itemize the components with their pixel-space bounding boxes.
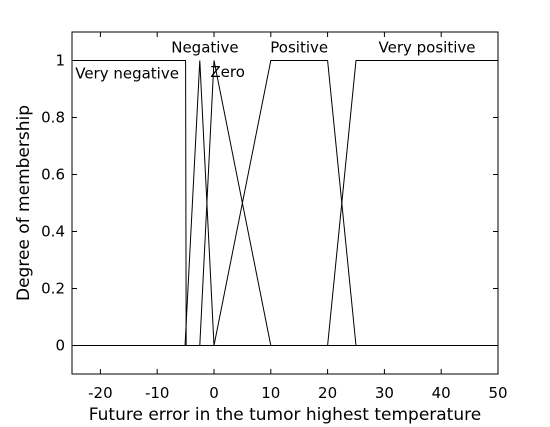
series-line-very-positive bbox=[72, 60, 498, 346]
plot-frame bbox=[71, 31, 499, 375]
mf-label-positive: Positive bbox=[270, 39, 328, 57]
mf-label-very-positive: Very positive bbox=[379, 39, 476, 57]
y-tick-label: 1 bbox=[55, 52, 65, 70]
y-axis-ticks: 0 0.2 0.4 0.6 0.8 1 bbox=[41, 52, 498, 355]
x-axis-title: Future error in the tumor highest temper… bbox=[89, 405, 481, 425]
plot-background bbox=[72, 32, 498, 374]
x-tick-label: 20 bbox=[318, 384, 337, 402]
x-tick-label: 50 bbox=[488, 384, 507, 402]
x-tick-label: 30 bbox=[375, 384, 394, 402]
mf-label-very-negative: Very negative bbox=[75, 64, 179, 82]
y-tick-label: 0 bbox=[55, 337, 65, 355]
x-tick-label: -20 bbox=[88, 384, 113, 402]
x-tick-label: 10 bbox=[261, 384, 280, 402]
x-tick-label: 0 bbox=[209, 384, 219, 402]
y-tick-label: 0.2 bbox=[41, 280, 65, 298]
mf-label-zero: Zero bbox=[210, 63, 245, 81]
x-tick-label: 40 bbox=[432, 384, 451, 402]
y-tick-label: 0.4 bbox=[41, 223, 65, 241]
y-axis-title: Degree of membership bbox=[14, 105, 34, 301]
x-tick-label: -10 bbox=[145, 384, 170, 402]
y-tick-label: 0.8 bbox=[41, 109, 65, 127]
membership-labels: Very negative Negative Zero Positive Very po… bbox=[75, 39, 475, 83]
mf-label-negative: Negative bbox=[171, 39, 238, 57]
y-tick-label: 0.6 bbox=[41, 166, 65, 184]
x-axis-ticks: -20 -10 0 10 20 30 40 50 bbox=[88, 32, 508, 402]
membership-curves bbox=[72, 60, 498, 346]
